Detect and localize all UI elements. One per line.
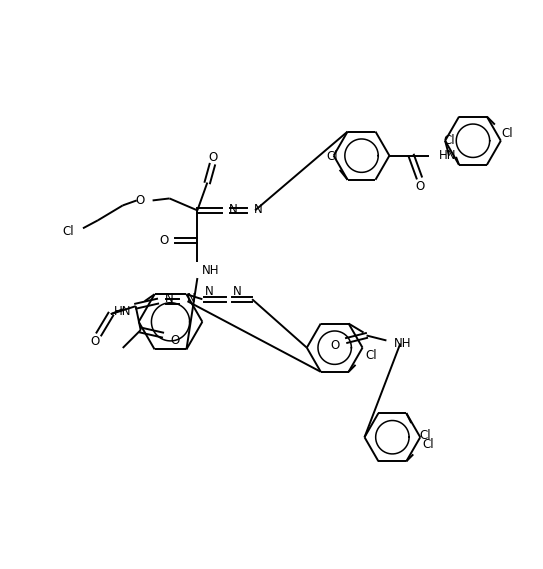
- Text: N: N: [186, 292, 195, 305]
- Text: O: O: [90, 336, 99, 348]
- Text: Cl: Cl: [443, 134, 455, 147]
- Text: Cl: Cl: [419, 430, 431, 443]
- Text: Cl: Cl: [422, 438, 434, 451]
- Text: N: N: [254, 203, 263, 216]
- Text: NH: NH: [203, 263, 220, 277]
- Text: O: O: [330, 339, 340, 352]
- Text: O: O: [171, 333, 180, 347]
- Text: N: N: [233, 284, 242, 298]
- Text: HN: HN: [439, 149, 457, 162]
- Text: Cl: Cl: [501, 127, 513, 140]
- Text: N: N: [229, 203, 238, 216]
- Text: Cl: Cl: [326, 150, 338, 163]
- Text: Cl: Cl: [62, 225, 74, 238]
- Text: Cl: Cl: [365, 349, 377, 362]
- Text: O: O: [159, 234, 168, 247]
- Text: NH: NH: [394, 337, 412, 350]
- Text: O: O: [209, 151, 218, 164]
- Text: N: N: [165, 292, 173, 305]
- Text: O: O: [415, 180, 425, 193]
- Text: N: N: [205, 284, 214, 298]
- Text: O: O: [135, 194, 144, 207]
- Text: HN: HN: [114, 304, 132, 318]
